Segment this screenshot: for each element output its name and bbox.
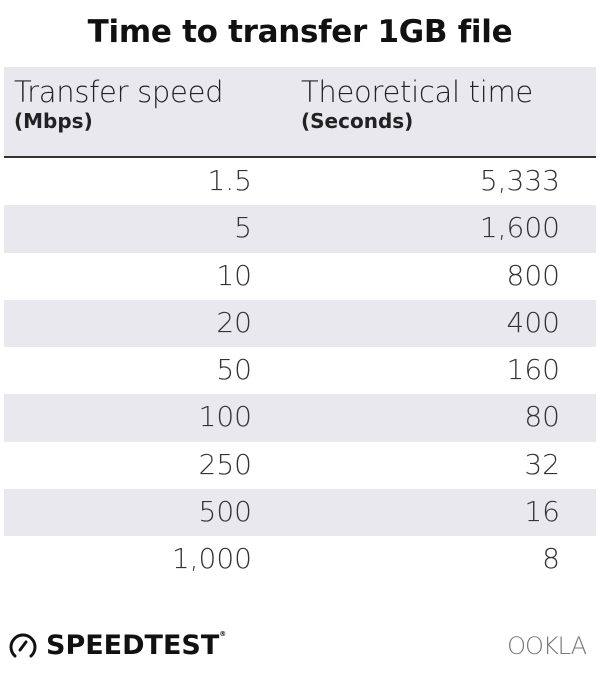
time-cell: 160: [506, 353, 560, 387]
table-row: 100 80: [4, 394, 596, 442]
table-body: 1.5 5,333 5 1,600 10 800 20 400 50 160 100 80 250 32 5…: [4, 158, 596, 584]
speed-cell: 500: [198, 495, 252, 529]
chart-title: Time to transfer 1GB file: [87, 14, 513, 50]
speedtest-wordmark: SPEEDTEST: [46, 630, 220, 661]
table-row: 50 160: [4, 347, 596, 394]
header-transfer-speed: Transfer speed (Mbps): [14, 75, 224, 133]
speed-cell: 100: [198, 400, 252, 434]
speed-cell: 1,000: [171, 542, 252, 576]
table-row: 500 16: [4, 489, 596, 537]
table-row: 20 400: [4, 299, 596, 348]
header-unit: (Mbps): [14, 109, 93, 133]
table-row: 5 1,600: [4, 205, 596, 253]
speedtest-logo: SPEEDTEST®: [8, 630, 226, 661]
registered-mark: ®: [219, 630, 227, 638]
speed-cell: 5: [234, 211, 252, 245]
header-label: Transfer speed: [14, 75, 224, 109]
speed-cell: 20: [216, 305, 252, 339]
speed-cell: 1.5: [207, 164, 252, 197]
time-cell: 32: [524, 447, 560, 481]
time-cell: 5,333: [479, 164, 560, 197]
table-row: 250 32: [4, 442, 596, 489]
speed-cell: 250: [198, 447, 252, 481]
speedometer-icon: [9, 633, 37, 657]
header-unit: (Seconds): [301, 109, 414, 133]
header-theoretical-time: Theoretical time (Seconds): [301, 75, 533, 133]
time-cell: 800: [506, 258, 560, 292]
time-cell: 80: [524, 400, 560, 434]
table-row: 1.5 5,333: [4, 158, 596, 205]
speed-cell: 10: [216, 258, 252, 292]
time-cell: 1,600: [479, 211, 560, 245]
time-cell: 16: [524, 495, 560, 529]
footer: SPEEDTEST® OOKLA: [8, 628, 592, 664]
header-label: Theoretical time: [301, 75, 533, 109]
transfer-table: Transfer speed (Mbps) Theoretical time (…: [4, 67, 596, 584]
table-header: Transfer speed (Mbps) Theoretical time (…: [4, 67, 596, 158]
time-cell: 400: [506, 305, 560, 339]
time-cell: 8: [542, 542, 560, 576]
ookla-logo: OOKLA: [507, 632, 587, 660]
table-row: 1,000 8: [4, 536, 596, 583]
table-row: 10 800: [4, 253, 596, 300]
speed-cell: 50: [216, 353, 252, 387]
